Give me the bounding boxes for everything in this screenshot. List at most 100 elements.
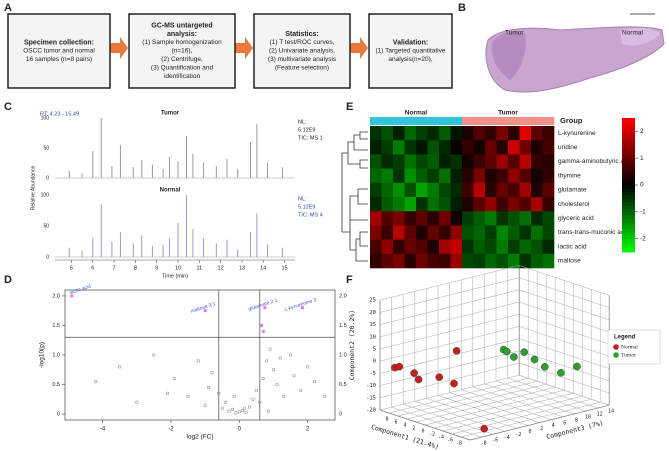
axis-edge [379, 409, 471, 441]
heat-cell [416, 168, 428, 184]
point [395, 362, 404, 371]
heat-cell [450, 182, 463, 198]
colorbar-label: -2 [640, 235, 646, 242]
x-tick-label: 2 [412, 426, 415, 432]
flow-text: (1) Targeted quantitative [376, 48, 446, 55]
heat-cell [531, 211, 543, 226]
point [186, 394, 190, 398]
colorbar-step [622, 154, 635, 159]
z-tick-label: 12 [597, 412, 603, 418]
heat-cell [531, 253, 543, 269]
group-bar [370, 117, 382, 125]
x-tick-label: -8 [456, 441, 462, 447]
grid-line [449, 392, 540, 423]
heat-cell [462, 225, 474, 240]
heat-cell [393, 211, 405, 226]
y-axis-label: Relative Abundance [30, 166, 36, 211]
point [573, 362, 581, 371]
x-tick-label: 15 [281, 265, 287, 271]
group-bar [427, 117, 440, 125]
x-tick-label: -6 [447, 438, 453, 444]
heat-cell [462, 253, 474, 269]
point [282, 394, 286, 398]
y-tick-label: 10 [369, 334, 376, 340]
heat-cell [370, 239, 382, 255]
flow-title: Specimen collection: [24, 39, 94, 46]
group-bar [508, 117, 520, 125]
point [251, 397, 255, 401]
heat-cell [462, 211, 474, 226]
point [203, 403, 207, 407]
heat-cell [542, 197, 555, 212]
heat-cell [485, 154, 497, 169]
legend-label: Normal [621, 344, 638, 350]
nl: NL: [298, 119, 307, 125]
tissue-image [485, 13, 665, 93]
y-tick-label: 0 [46, 254, 49, 260]
heat-cell [370, 225, 382, 240]
z-tick-label: -8 [481, 441, 487, 447]
point [268, 347, 272, 351]
heat-cell [439, 126, 451, 141]
colorbar-label: -1 [640, 209, 646, 216]
heat-cell [427, 168, 440, 184]
colorbar-step [622, 211, 635, 216]
heat-cell [370, 168, 382, 184]
heat-cell [370, 154, 382, 169]
heat-cell [381, 197, 394, 212]
heat-cell [416, 211, 428, 226]
heat-cell [531, 239, 543, 255]
group-bar [439, 117, 451, 125]
heat-cell [542, 225, 555, 240]
x-tick-label: 14 [260, 265, 266, 271]
heat-cell [404, 225, 417, 240]
heat-cell [508, 211, 520, 226]
heat-cell [473, 182, 486, 198]
panel-label: C [4, 101, 12, 113]
y-tick-label: 1.5 [339, 323, 347, 329]
heat-cell [531, 225, 543, 240]
y-tick-label: 5 [373, 347, 376, 353]
flow-box [7, 13, 111, 89]
x-tick-label: 6 [91, 265, 94, 271]
heat-cell [485, 197, 497, 212]
heat-cell [404, 197, 417, 212]
panel-label: B [458, 2, 466, 14]
heat-cell [542, 211, 555, 226]
point-label: maltose 3 1 [190, 301, 217, 315]
heat-cell [404, 239, 417, 255]
heat-cell [427, 182, 440, 198]
colorbar-step [622, 221, 635, 226]
group-bar [381, 117, 394, 125]
y-tick-label: 100 [41, 192, 50, 198]
row-label: uridine [558, 144, 578, 151]
colorbar-step [622, 235, 635, 239]
heat-cell [450, 154, 463, 169]
heat-cell [542, 154, 555, 169]
flow-box [128, 13, 236, 89]
tic: TIC: MS 4 [298, 212, 323, 218]
heat-cell [370, 197, 382, 212]
heat-cell [473, 225, 486, 240]
heat-cell [485, 168, 497, 184]
colorbar-step [622, 248, 635, 253]
heat-cell [519, 197, 532, 212]
group-bar [473, 117, 486, 125]
axis-edge [469, 404, 610, 441]
legend-title: Legend [614, 335, 636, 341]
flow-arrows [110, 37, 368, 59]
x-tick-label: 9 [155, 265, 158, 271]
y-tick-label: 15 [369, 322, 376, 328]
heat-cell [473, 140, 486, 155]
y-tick-label: 2.0 [339, 293, 347, 299]
heat-cell [450, 253, 463, 269]
point [196, 359, 200, 363]
heat-cell [381, 168, 394, 184]
z-tick-label: 4 [552, 423, 555, 429]
colorbar-step [622, 238, 635, 243]
x-tick-label: 4 [403, 423, 406, 429]
legend-label: Tumor [621, 352, 636, 358]
y-tick-label: 0.5 [52, 382, 60, 388]
colorbar-step [622, 128, 635, 132]
